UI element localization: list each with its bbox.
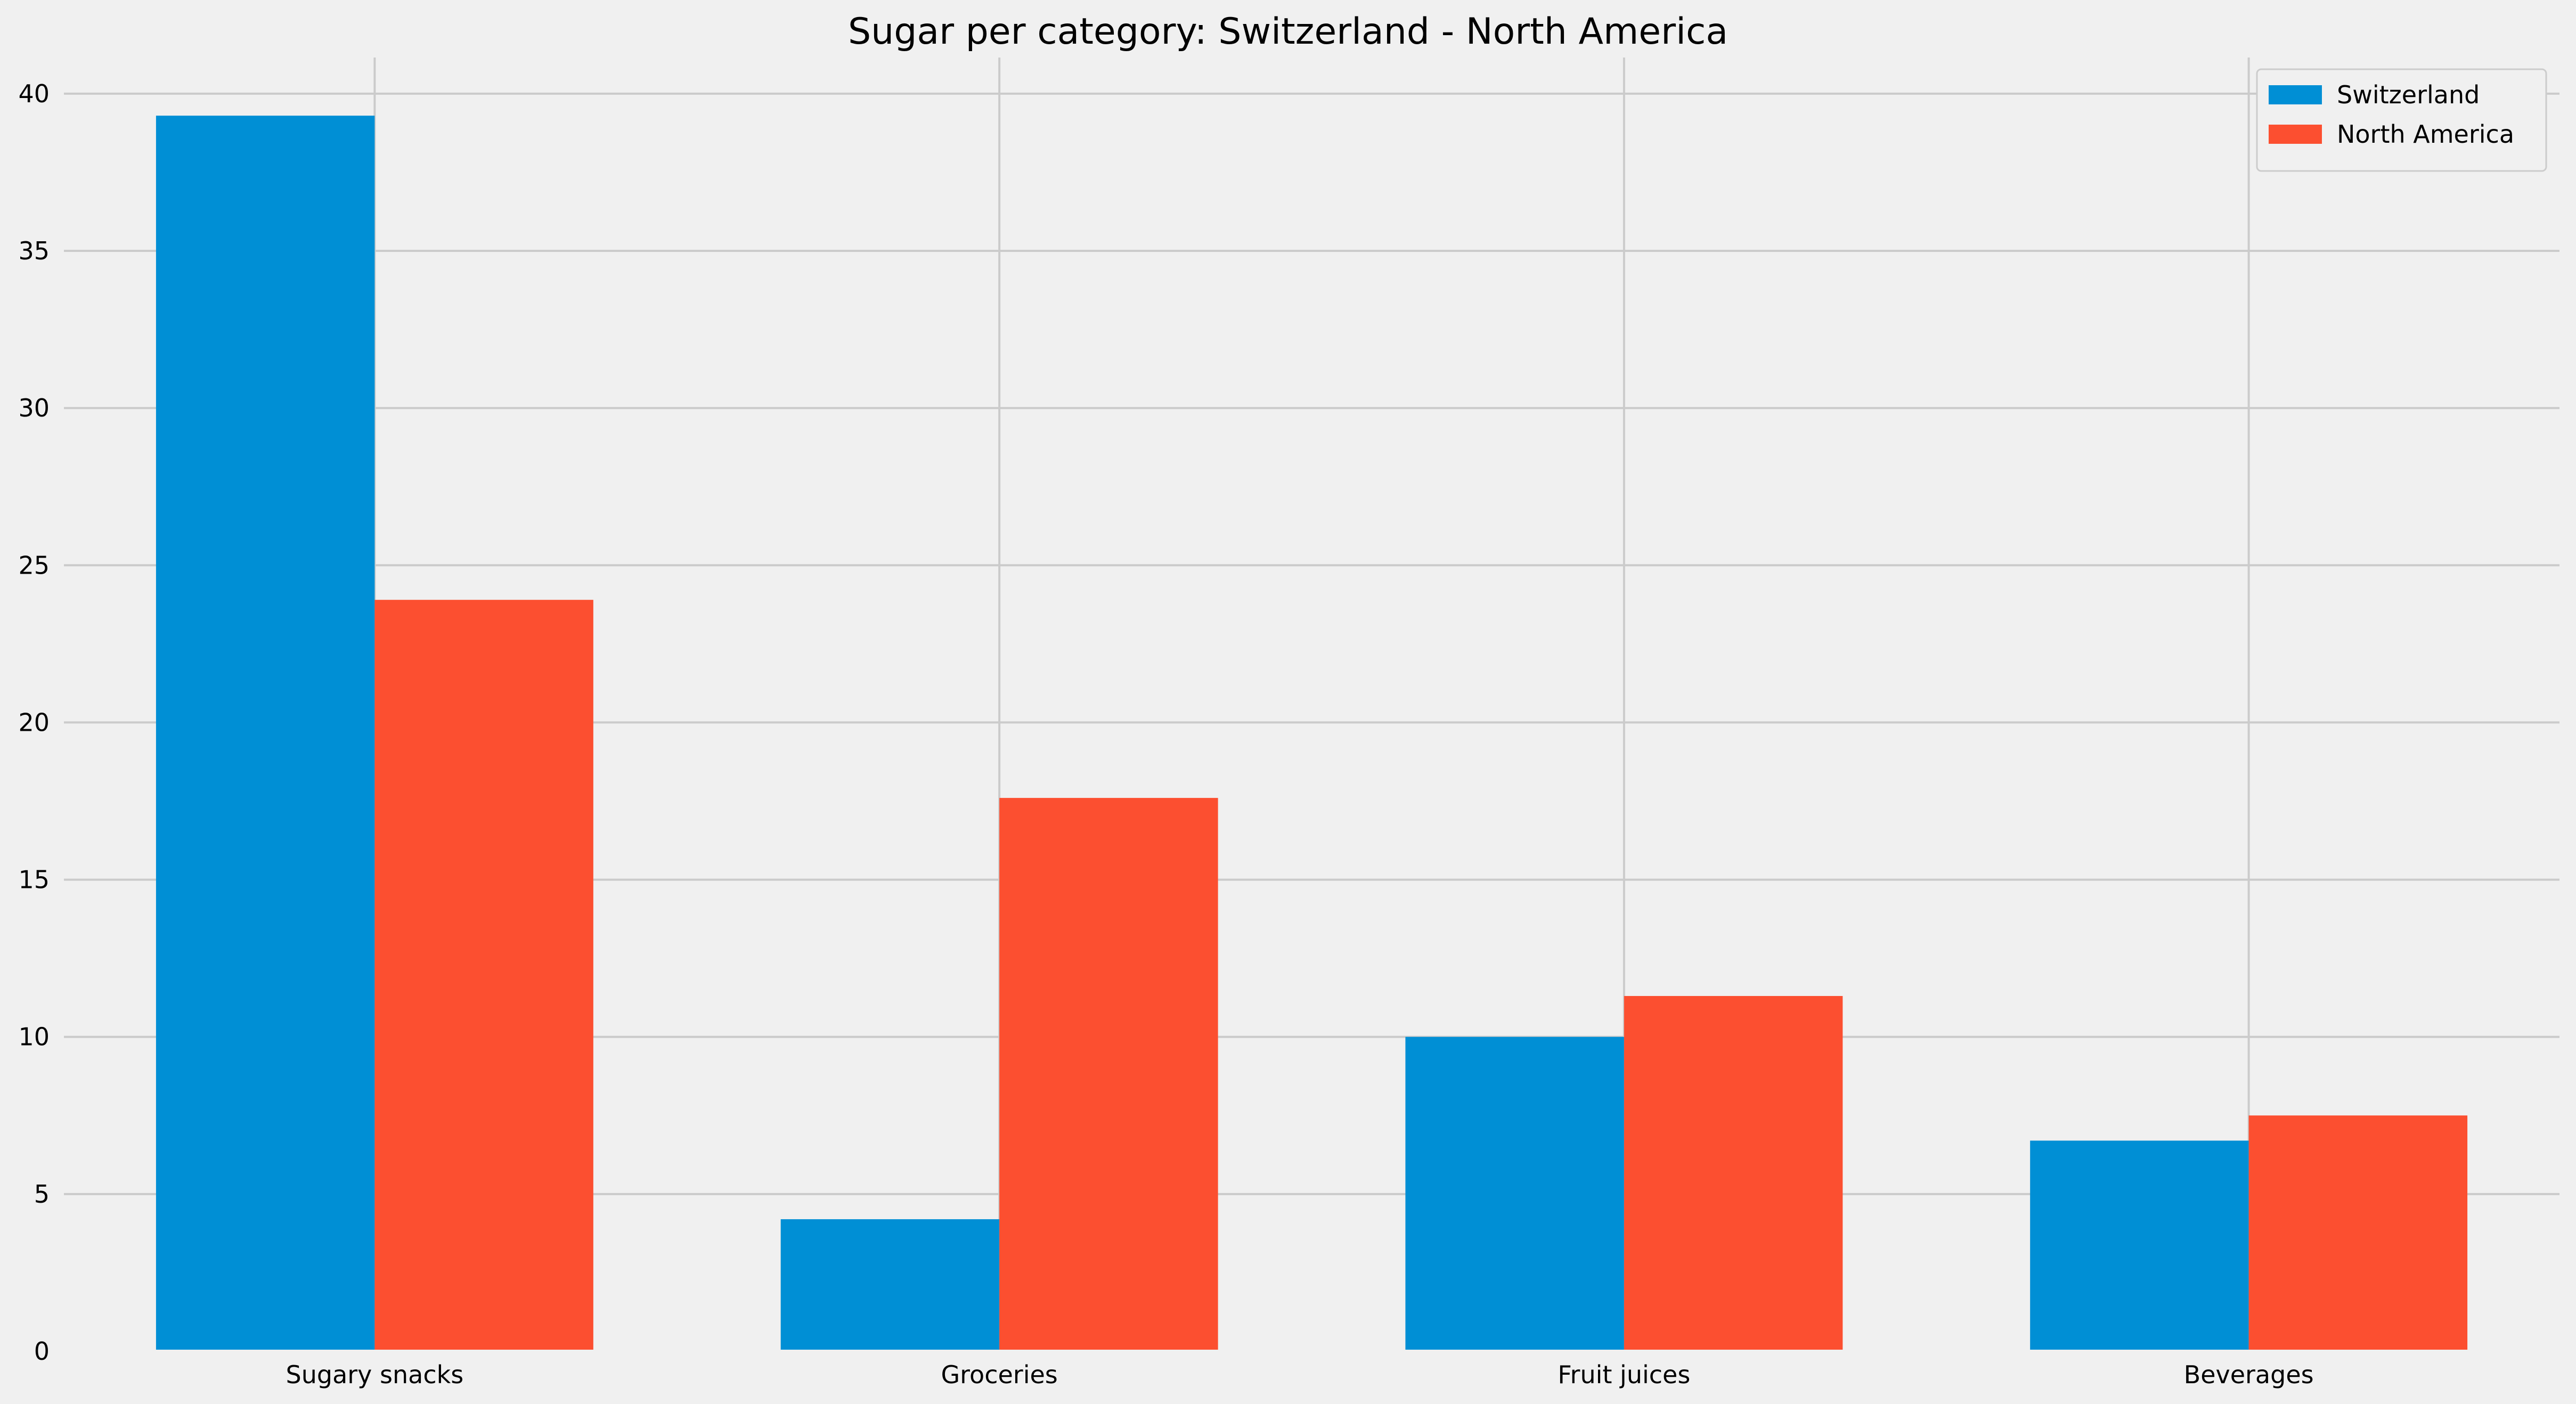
x-tick-label: Groceries	[941, 1360, 1058, 1389]
chart-title: Sugar per category: Switzerland - North …	[848, 11, 1728, 53]
bars	[156, 116, 2468, 1352]
x-tick-label: Sugary snacks	[286, 1360, 464, 1389]
y-tick-label: 20	[18, 708, 50, 737]
axes-border	[61, 54, 2563, 1353]
y-tick-label: 10	[18, 1023, 50, 1051]
bar	[1624, 995, 1843, 1351]
legend-label: Switzerland	[2337, 80, 2480, 109]
bar	[2030, 1140, 2249, 1351]
y-tick-label: 25	[18, 551, 50, 579]
x-tick-label: Fruit juices	[1558, 1360, 1690, 1389]
bar	[2248, 1115, 2468, 1351]
x-tick-label: Beverages	[2184, 1360, 2314, 1389]
y-tick-label: 0	[34, 1337, 50, 1366]
legend-label: North America	[2337, 120, 2514, 149]
y-tick-label: 15	[18, 866, 50, 894]
legend-box	[2256, 68, 2547, 172]
y-tick-label: 35	[18, 236, 50, 265]
y-tick-label: 30	[18, 394, 50, 422]
bar	[374, 600, 593, 1351]
y-axis-ticks: 0 5 10 15 20 25 30 35 40	[18, 79, 50, 1366]
bar	[156, 116, 375, 1352]
legend-swatch	[2269, 125, 2322, 144]
x-axis-ticks: Sugary snacks Groceries Fruit juices Bevera…	[286, 1360, 2314, 1389]
y-tick-label: 40	[18, 79, 50, 108]
legend: Switzerland North America	[2256, 68, 2547, 172]
axes-frame	[61, 54, 2563, 1353]
bar	[780, 1219, 1000, 1351]
bar	[999, 798, 1218, 1351]
y-tick-label: 5	[34, 1180, 50, 1209]
bar	[1405, 1036, 1624, 1351]
legend-swatch	[2269, 85, 2322, 104]
